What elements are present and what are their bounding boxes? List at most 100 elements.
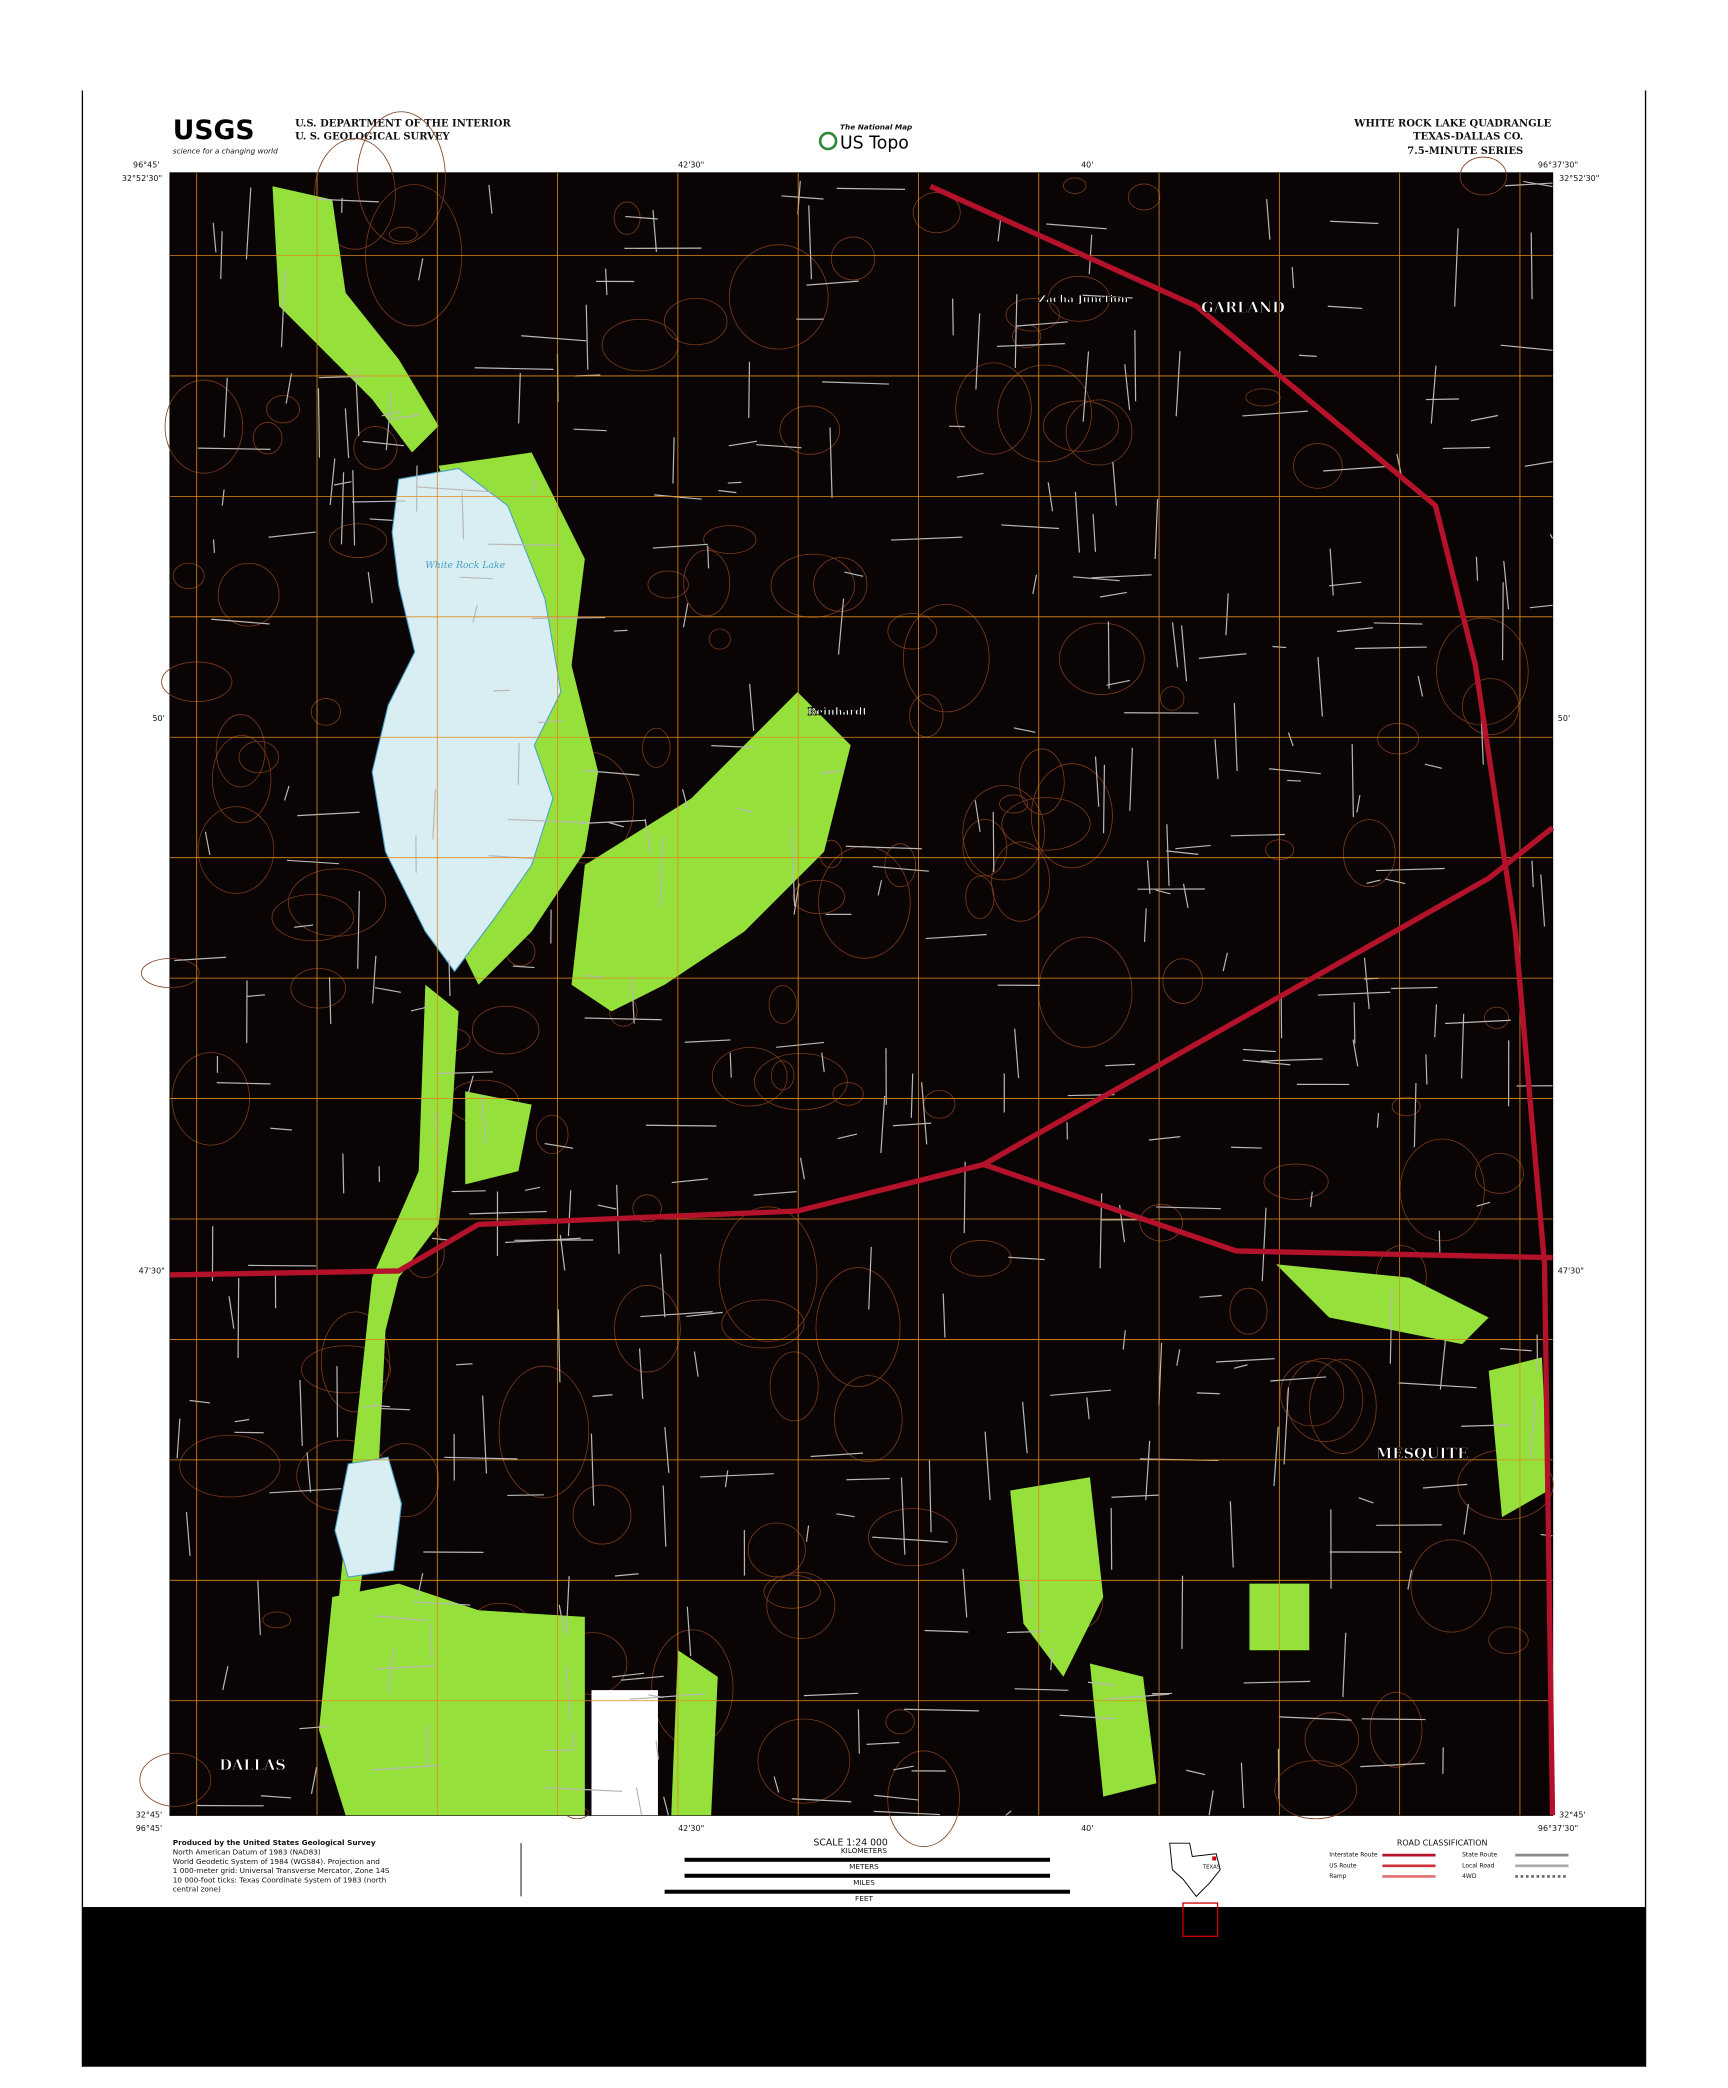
- credit-line: Produced by the United States Geological…: [173, 1838, 376, 1847]
- contour: [211, 734, 272, 824]
- local-road: [565, 1576, 570, 1636]
- local-road: [803, 1692, 859, 1697]
- contour: [818, 845, 911, 959]
- contour: [353, 426, 398, 470]
- local-road: [1214, 739, 1219, 779]
- lake: [371, 467, 562, 973]
- local-road: [729, 1052, 732, 1078]
- local-road: [1166, 850, 1199, 855]
- local-road: [621, 1675, 664, 1681]
- state-name: TEXAS: [1202, 1865, 1221, 1871]
- local-road: [1006, 1630, 1043, 1634]
- contour: [747, 1522, 806, 1578]
- local-road: [505, 1237, 581, 1244]
- contour: [172, 562, 205, 590]
- local-road: [672, 437, 675, 484]
- scale-bar: [684, 1857, 1051, 1862]
- local-road: [1182, 883, 1189, 908]
- local-road: [417, 1573, 424, 1597]
- department: U.S. DEPARTMENT OF THE INTERIOR: [295, 118, 511, 129]
- local-road: [1361, 1718, 1426, 1721]
- local-road: [1463, 1503, 1469, 1535]
- sheet-content: USGS science for a changing world U.S. D…: [81, 90, 1647, 2067]
- local-road: [1309, 1191, 1313, 1208]
- local-road: [592, 1394, 613, 1397]
- local-road: [652, 209, 658, 253]
- local-road: [707, 545, 710, 569]
- local-road: [176, 1418, 181, 1459]
- coord: 96°37'30": [1538, 1824, 1578, 1833]
- local-road: [597, 1204, 617, 1210]
- local-road: [432, 788, 437, 840]
- contour: [950, 1240, 1012, 1277]
- local-road: [921, 1082, 928, 1145]
- local-road: [314, 198, 380, 203]
- local-road: [372, 1404, 391, 1408]
- credit-line: North American Datum of 1983 (NAD83): [173, 1847, 321, 1856]
- local-road: [857, 1709, 860, 1754]
- local-road: [997, 218, 1002, 242]
- local-road: [584, 1017, 662, 1021]
- local-road: [1476, 1201, 1491, 1207]
- local-road: [1208, 1790, 1214, 1816]
- local-road: [900, 1477, 906, 1555]
- local-road: [260, 1795, 292, 1799]
- contour: [389, 226, 418, 243]
- local-road: [474, 367, 554, 370]
- local-road: [1530, 232, 1533, 300]
- local-road: [367, 572, 373, 603]
- local-road: [1425, 398, 1459, 401]
- local-road: [228, 1296, 235, 1329]
- local-road: [488, 543, 560, 546]
- local-road: [613, 629, 628, 632]
- local-road: [1143, 908, 1147, 943]
- local-road: [925, 933, 987, 940]
- park: [319, 1583, 585, 1816]
- coord: 40': [1081, 1824, 1093, 1833]
- local-road: [1215, 1358, 1275, 1363]
- local-road: [1086, 1397, 1090, 1420]
- survey: U. S. GEOLOGICAL SURVEY: [295, 132, 450, 143]
- contour: [770, 1060, 795, 1091]
- local-road: [1094, 756, 1100, 807]
- local-road: [874, 1794, 919, 1801]
- contour: [139, 1752, 212, 1807]
- local-road: [310, 1766, 318, 1795]
- local-road: [791, 1798, 852, 1803]
- contour: [252, 422, 283, 455]
- place-label: DALLAS: [219, 1757, 285, 1774]
- local-road: [1531, 860, 1534, 888]
- local-road: [1231, 1146, 1262, 1149]
- local-road: [892, 1122, 932, 1127]
- local-road: [844, 571, 864, 577]
- local-road: [845, 845, 922, 850]
- local-road: [1243, 1680, 1311, 1684]
- contour: [834, 1375, 903, 1463]
- contour: [179, 1434, 281, 1498]
- local-road: [294, 924, 314, 928]
- contour: [887, 1750, 960, 1847]
- local-road: [451, 1190, 486, 1193]
- interstate: [170, 825, 1555, 1278]
- local-road: [1050, 1389, 1112, 1396]
- contour: [1018, 748, 1065, 815]
- local-road: [531, 480, 537, 494]
- local-road: [1102, 764, 1106, 834]
- contour: [1162, 958, 1203, 1004]
- local-road: [1327, 305, 1363, 310]
- local-road: [655, 1740, 659, 1760]
- red-marker: [1182, 1902, 1219, 1937]
- contour: [535, 1114, 569, 1155]
- lake: [334, 1456, 402, 1578]
- road-type: Ramp: [1329, 1873, 1346, 1880]
- local-road: [1242, 1048, 1276, 1053]
- local-road: [1154, 499, 1159, 559]
- water-label: White Rock Lake: [425, 560, 505, 571]
- contour: [1488, 1626, 1529, 1655]
- local-road: [1398, 1382, 1477, 1389]
- contour: [1475, 1153, 1524, 1194]
- local-road: [808, 205, 813, 280]
- contour: [290, 967, 346, 1009]
- developed-area: [591, 1690, 658, 1816]
- local-road: [686, 1606, 692, 1657]
